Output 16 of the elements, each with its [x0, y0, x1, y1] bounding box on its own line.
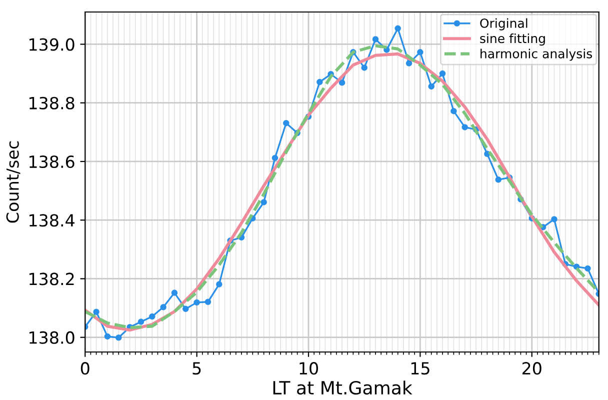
y-tick-label: 138.8 — [30, 96, 74, 110]
x-tick-label: 5 — [192, 362, 201, 375]
x-tick-label: 0 — [80, 362, 90, 375]
x-axis-title: LT at Mt.Gamak — [273, 380, 412, 395]
legend-label: sine fitting — [480, 33, 545, 46]
y-tick-label: 138.4 — [30, 214, 74, 227]
y-axis-title: Count/sec — [6, 141, 20, 223]
y-tick-label: 138.2 — [30, 272, 74, 286]
x-tick-label: 15 — [411, 362, 430, 375]
y-tick-label: 138.6 — [30, 155, 74, 168]
x-tick-label: 20 — [522, 362, 542, 375]
x-tick-label: 10 — [300, 362, 318, 375]
y-tick-label: 139.0 — [30, 38, 74, 51]
legend-label: harmonic analysis — [480, 48, 592, 61]
y-tick-label: 138.0 — [30, 331, 74, 344]
legend-label: Original — [480, 18, 528, 30]
